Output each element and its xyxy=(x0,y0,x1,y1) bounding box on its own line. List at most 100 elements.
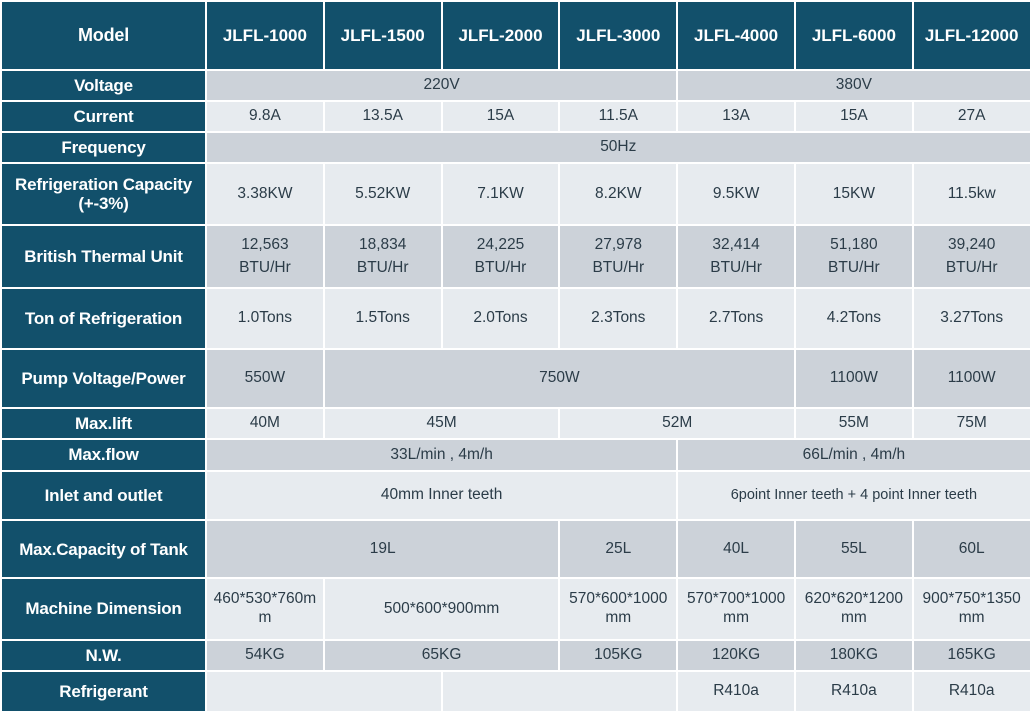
row-label-refrigerant: Refrigerant xyxy=(0,670,207,713)
row-label-voltage: Voltage xyxy=(0,68,207,103)
cell-ton-4: 2.3Tons xyxy=(558,287,679,350)
table-row-ton-of-refrigeration: Ton of Refrigeration 1.0Tons 1.5Tons 2.0… xyxy=(0,287,1030,350)
table-row-frequency: Frequency 50Hz xyxy=(0,130,1030,165)
cell-maxlift-7: 75M xyxy=(911,406,1030,441)
row-label-max-capacity-of-tank: Max.Capacity of Tank xyxy=(0,519,207,580)
cell-btu-6-unit: BTU/Hr xyxy=(828,258,880,276)
cell-refrigeration-1: 3.38KW xyxy=(205,162,325,227)
header-model-5: JLFL-4000 xyxy=(676,0,796,71)
cell-btu-4-number: 27,978 xyxy=(594,235,642,253)
table-row-current: Current 9.8A 13.5A 15A 11.5A 13A 15A 27A xyxy=(0,100,1030,133)
table-header-row: Model JLFL-1000 JLFL-1500 JLFL-2000 JLFL… xyxy=(0,0,1030,71)
table-row-max-lift: Max.lift 40M 45M 52M 55M 75M xyxy=(0,406,1030,441)
table-row-net-weight: N.W. 54KG 65KG 105KG 120KG 180KG 165KG xyxy=(0,638,1030,673)
cell-btu-6: 51,180 BTU/Hr xyxy=(793,224,914,289)
header-model-7: JLFL-12000 xyxy=(911,0,1030,71)
cell-dimension-7: 900*750*1350mm xyxy=(911,577,1030,641)
cell-maxlift-45: 52M xyxy=(558,406,796,441)
cell-current-4: 11.5A xyxy=(558,100,679,133)
cell-refrigerant-7: R410a xyxy=(911,670,1030,713)
cell-current-2: 13.5A xyxy=(322,100,443,133)
header-model-2: JLFL-1500 xyxy=(322,0,443,71)
cell-btu-5-unit: BTU/Hr xyxy=(710,258,762,276)
cell-tank-6: 55L xyxy=(793,519,914,580)
cell-refrigeration-4: 8.2KW xyxy=(558,162,679,227)
cell-maxlift-6: 55M xyxy=(793,406,914,441)
cell-btu-3: 24,225 BTU/Hr xyxy=(440,224,561,289)
cell-refrigerant-6: R410a xyxy=(793,670,914,713)
header-model-4: JLFL-3000 xyxy=(558,0,679,71)
cell-ton-3: 2.0Tons xyxy=(440,287,561,350)
header-model-1: JLFL-1000 xyxy=(205,0,325,71)
cell-inlet-left: 40mm Inner teeth xyxy=(204,469,679,522)
cell-voltage-380: 380V xyxy=(676,68,1030,103)
cell-ton-5: 2.7Tons xyxy=(676,287,796,350)
cell-ton-2: 1.5Tons xyxy=(322,287,443,350)
row-label-ton-of-refrigeration: Ton of Refrigeration xyxy=(0,287,207,350)
cell-tank-123: 19L xyxy=(204,519,561,580)
row-label-pump-voltage-power: Pump Voltage/Power xyxy=(0,347,207,409)
cell-dimension-6: 620*620*1200mm xyxy=(793,577,914,641)
cell-nw-7: 165KG xyxy=(911,638,1030,673)
row-label-current: Current xyxy=(0,100,207,133)
cell-btu-1: 12,563 BTU/Hr xyxy=(205,224,325,289)
cell-frequency: 50Hz xyxy=(205,130,1030,165)
cell-btu-5: 32,414 BTU/Hr xyxy=(676,224,796,289)
cell-pump-1: 550W xyxy=(205,347,325,409)
cell-refrigerant-12 xyxy=(205,670,443,713)
cell-refrigerant-34 xyxy=(440,670,679,713)
header-model-3: JLFL-2000 xyxy=(440,0,561,71)
header-model-6: JLFL-6000 xyxy=(793,0,914,71)
header-model: Model xyxy=(0,0,207,71)
cell-pump-7: 1100W xyxy=(911,347,1030,409)
row-label-inlet-and-outlet: Inlet and outlet xyxy=(0,469,207,522)
row-label-max-lift: Max.lift xyxy=(0,406,207,441)
row-label-max-flow: Max.flow xyxy=(0,438,207,472)
cell-maxlift-23: 45M xyxy=(322,406,561,441)
cell-refrigeration-3: 7.1KW xyxy=(440,162,561,227)
cell-btu-4-unit: BTU/Hr xyxy=(592,258,645,276)
cell-voltage-220: 220V xyxy=(204,68,679,103)
cell-current-7: 27A xyxy=(911,100,1030,133)
row-label-frequency: Frequency xyxy=(0,130,207,165)
table-row-btu: British Thermal Unit 12,563 BTU/Hr 18,83… xyxy=(0,224,1030,289)
cell-dimension-4: 570*600*1000mm xyxy=(558,577,679,641)
cell-refrigerant-5: R410a xyxy=(676,670,796,713)
cell-tank-4: 25L xyxy=(558,519,679,580)
cell-dimension-5: 570*700*1000mm xyxy=(676,577,796,641)
cell-nw-4: 105KG xyxy=(558,638,679,673)
cell-btu-7-unit: BTU/Hr xyxy=(945,258,998,276)
cell-refrigeration-2: 5.52KW xyxy=(322,162,443,227)
cell-nw-5: 120KG xyxy=(676,638,796,673)
table-row-machine-dimension: Machine Dimension 460*530*760mm 500*600*… xyxy=(0,577,1030,641)
cell-ton-6: 4.2Tons xyxy=(793,287,914,350)
cell-refrigeration-7: 11.5kw xyxy=(911,162,1030,227)
cell-current-5: 13A xyxy=(676,100,796,133)
cell-current-1: 9.8A xyxy=(205,100,325,133)
cell-current-6: 15A xyxy=(793,100,914,133)
cell-btu-2: 18,834 BTU/Hr xyxy=(322,224,443,289)
cell-nw-1: 54KG xyxy=(205,638,325,673)
row-label-net-weight: N.W. xyxy=(0,638,207,673)
cell-tank-7: 60L xyxy=(911,519,1030,580)
table-row-voltage: Voltage 220V 380V xyxy=(0,68,1030,103)
cell-tank-5: 40L xyxy=(676,519,796,580)
cell-nw-6: 180KG xyxy=(793,638,914,673)
cell-ton-7: 3.27Tons xyxy=(911,287,1030,350)
cell-btu-3-unit: BTU/Hr xyxy=(474,258,527,276)
cell-btu-4: 27,978 BTU/Hr xyxy=(558,224,679,289)
table-row-pump-voltage-power: Pump Voltage/Power 550W 750W 1100W 1100W xyxy=(0,347,1030,409)
cell-btu-7: 39,240 BTU/Hr xyxy=(911,224,1030,289)
cell-btu-6-number: 51,180 xyxy=(830,235,878,253)
cell-btu-5-number: 32,414 xyxy=(712,235,760,253)
cell-inlet-right: 6point Inner teeth + 4 point Inner teeth xyxy=(676,469,1030,522)
table-row-max-capacity-of-tank: Max.Capacity of Tank 19L 25L 40L 55L 60L xyxy=(0,519,1030,580)
cell-btu-2-unit: BTU/Hr xyxy=(356,258,409,276)
cell-pump-6: 1100W xyxy=(793,347,914,409)
cell-maxflow-right: 66L/min , 4m/h xyxy=(676,438,1030,472)
cell-nw-23: 65KG xyxy=(322,638,561,673)
table-row-refrigerant: Refrigerant R410a R410a R410a xyxy=(0,670,1030,713)
cell-refrigeration-5: 9.5KW xyxy=(676,162,796,227)
cell-refrigeration-6: 15KW xyxy=(793,162,914,227)
